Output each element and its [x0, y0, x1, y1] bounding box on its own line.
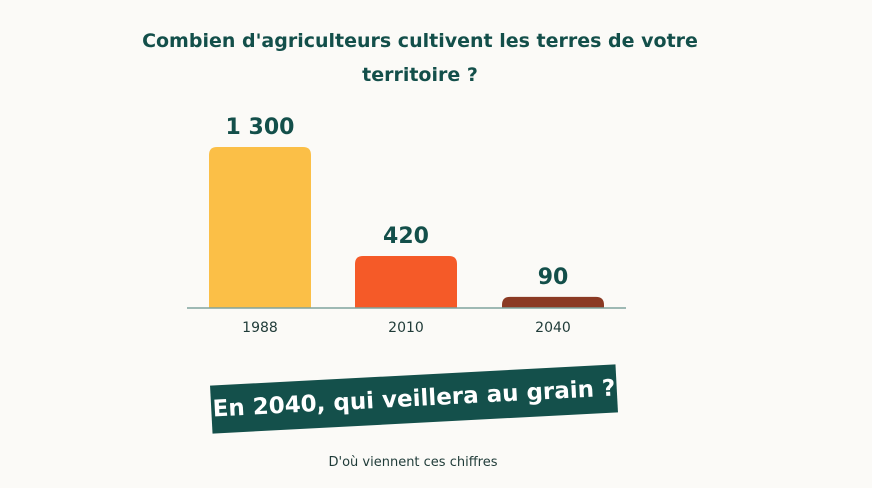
- value-label: 90: [538, 265, 569, 290]
- source-link[interactable]: D'où viennent ces chiffres: [328, 455, 498, 470]
- value-label: 420: [383, 224, 429, 249]
- value-label: 1 300: [226, 115, 295, 140]
- bar-1988: [209, 147, 311, 308]
- chart-title: Combien d'agriculteurs cultivent les ter…: [142, 30, 698, 86]
- bar-2010: [355, 255, 457, 308]
- x-tick-label: 1988: [242, 320, 278, 336]
- x-tick-label: 2040: [535, 320, 571, 336]
- bar-2040: [502, 296, 604, 308]
- x-tick-label: 2010: [388, 320, 424, 336]
